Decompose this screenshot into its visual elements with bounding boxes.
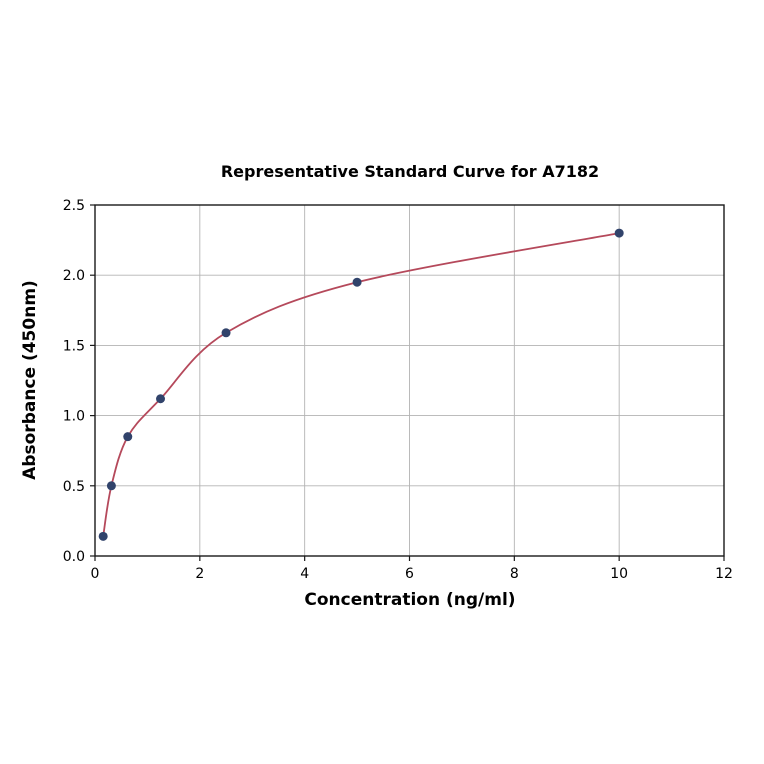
y-tick-label: 1.5 [63,338,85,354]
y-tick-label: 0.5 [63,479,85,495]
y-tick-label: 2.0 [63,268,85,284]
plot-border [94,204,725,557]
data-point [352,277,362,287]
x-tick-label: 4 [300,566,309,582]
x-tick-label: 10 [610,566,628,582]
data-point [106,481,116,491]
y-tick-label: 0.0 [63,549,85,565]
x-tick-label: 2 [195,566,204,582]
data-point [221,328,231,338]
x-axis-label: Concentration (ng/ml) [304,590,516,610]
y-axis-label: Absorbance (450nm) [20,280,40,480]
data-point [156,394,166,404]
data-point [98,531,108,541]
y-tick-label: 2.5 [63,198,85,214]
data-point [614,228,624,238]
chart-title: Representative Standard Curve for A7182 [220,162,600,181]
x-tick-label: 6 [405,566,414,582]
x-tick-label: 0 [91,566,100,582]
x-tick-label: 8 [510,566,519,582]
x-tick-label: 12 [715,566,733,582]
fitted-curve [102,232,620,537]
y-tick-label: 1.0 [63,409,85,425]
data-point [123,432,133,442]
